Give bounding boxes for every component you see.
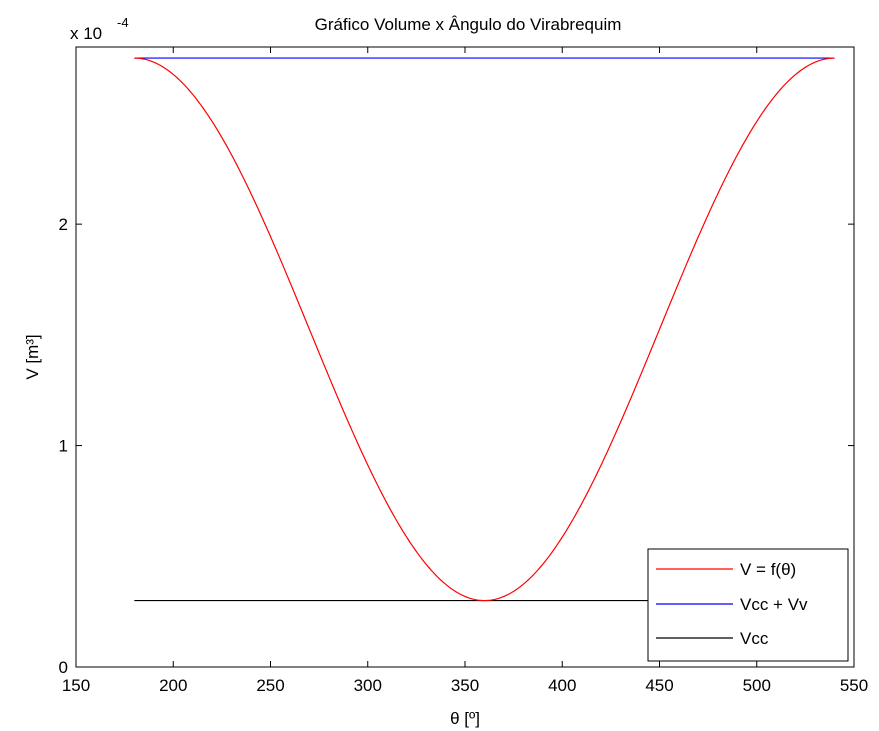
x-tick-label: 350 xyxy=(451,676,479,695)
x-tick-label: 150 xyxy=(62,676,90,695)
legend-label-vcc: Vcc xyxy=(740,629,769,648)
x-tick-label: 550 xyxy=(840,676,868,695)
legend: V = f(θ) Vcc + Vv Vcc xyxy=(647,548,849,662)
x-tick-label: 500 xyxy=(743,676,771,695)
chart-title: Gráfico Volume x Ângulo do Virabrequim xyxy=(315,15,622,34)
x-tick-label: 300 xyxy=(354,676,382,695)
y-multiplier-base: x 10 xyxy=(70,24,102,43)
legend-box xyxy=(647,548,849,662)
legend-label-vcc-vv: Vcc + Vv xyxy=(740,595,808,614)
legend-label-v: V = f(θ) xyxy=(740,560,796,579)
series-v-line xyxy=(134,57,835,602)
x-tick-label: 200 xyxy=(159,676,187,695)
y-multiplier: x 10 -4 xyxy=(70,15,129,43)
y-axis-ticks: 0 1 2 xyxy=(59,215,854,677)
y-tick-label: 0 xyxy=(59,658,68,677)
y-tick-label: 2 xyxy=(59,215,68,234)
x-axis-label: θ [º] xyxy=(450,709,480,728)
y-axis-label: V [m³] xyxy=(23,334,42,379)
y-tick-label: 1 xyxy=(59,437,68,456)
y-multiplier-exponent: -4 xyxy=(117,15,129,30)
x-tick-label: 250 xyxy=(256,676,284,695)
x-tick-label: 450 xyxy=(645,676,673,695)
x-axis-ticks: 150 200 250 300 350 400 450 500 550 xyxy=(62,47,868,695)
x-tick-label: 400 xyxy=(548,676,576,695)
